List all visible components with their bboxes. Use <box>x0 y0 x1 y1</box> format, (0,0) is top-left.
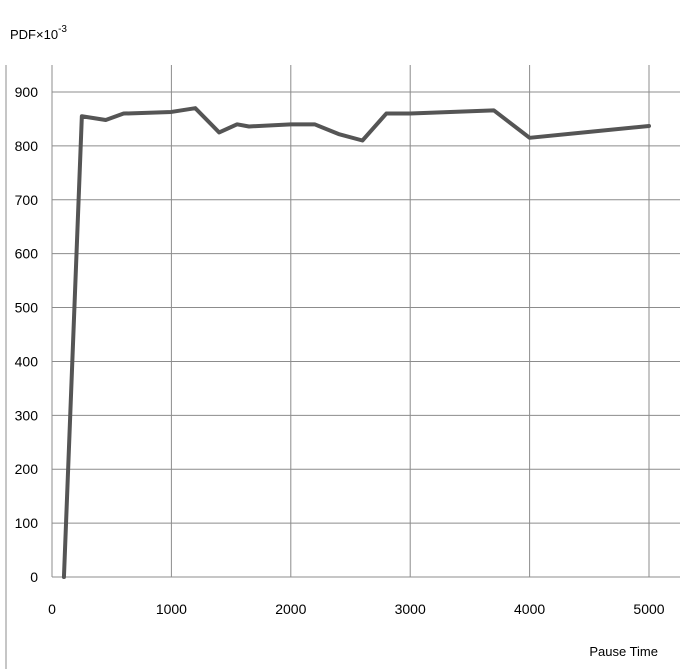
y-tick-label: 100 <box>15 515 39 531</box>
x-tick-label: 2000 <box>275 601 306 617</box>
y-tick-label: 800 <box>15 138 39 154</box>
y-tick-label: 200 <box>15 461 39 477</box>
y-tick-label: 300 <box>15 407 39 423</box>
x-tick-label: 4000 <box>514 601 545 617</box>
y-tick-label: 700 <box>15 192 39 208</box>
x-tick-label: 0 <box>48 601 56 617</box>
axes <box>5 65 680 669</box>
y-axis-label: PDF×10-3 <box>10 24 67 42</box>
tick-labels: 0 100 200 300 400 500 600 700 800 900 0 1000 2000 300… <box>15 84 665 617</box>
y-axis-label-exponent: -3 <box>58 24 67 35</box>
y-axis-label-main: PDF×10 <box>10 27 58 42</box>
series-group <box>61 106 651 579</box>
series-line <box>61 106 651 579</box>
x-axis-label: Pause Time <box>589 644 658 659</box>
y-tick-label: 900 <box>15 84 39 100</box>
y-tick-label: 600 <box>15 246 39 262</box>
y-tick-label: 500 <box>15 300 39 316</box>
x-tick-label: 3000 <box>395 601 426 617</box>
y-tick-label: 0 <box>30 569 38 585</box>
y-tick-label: 400 <box>15 353 39 369</box>
grid <box>52 65 680 578</box>
x-tick-label: 1000 <box>156 601 187 617</box>
x-tick-label: 5000 <box>633 601 664 617</box>
